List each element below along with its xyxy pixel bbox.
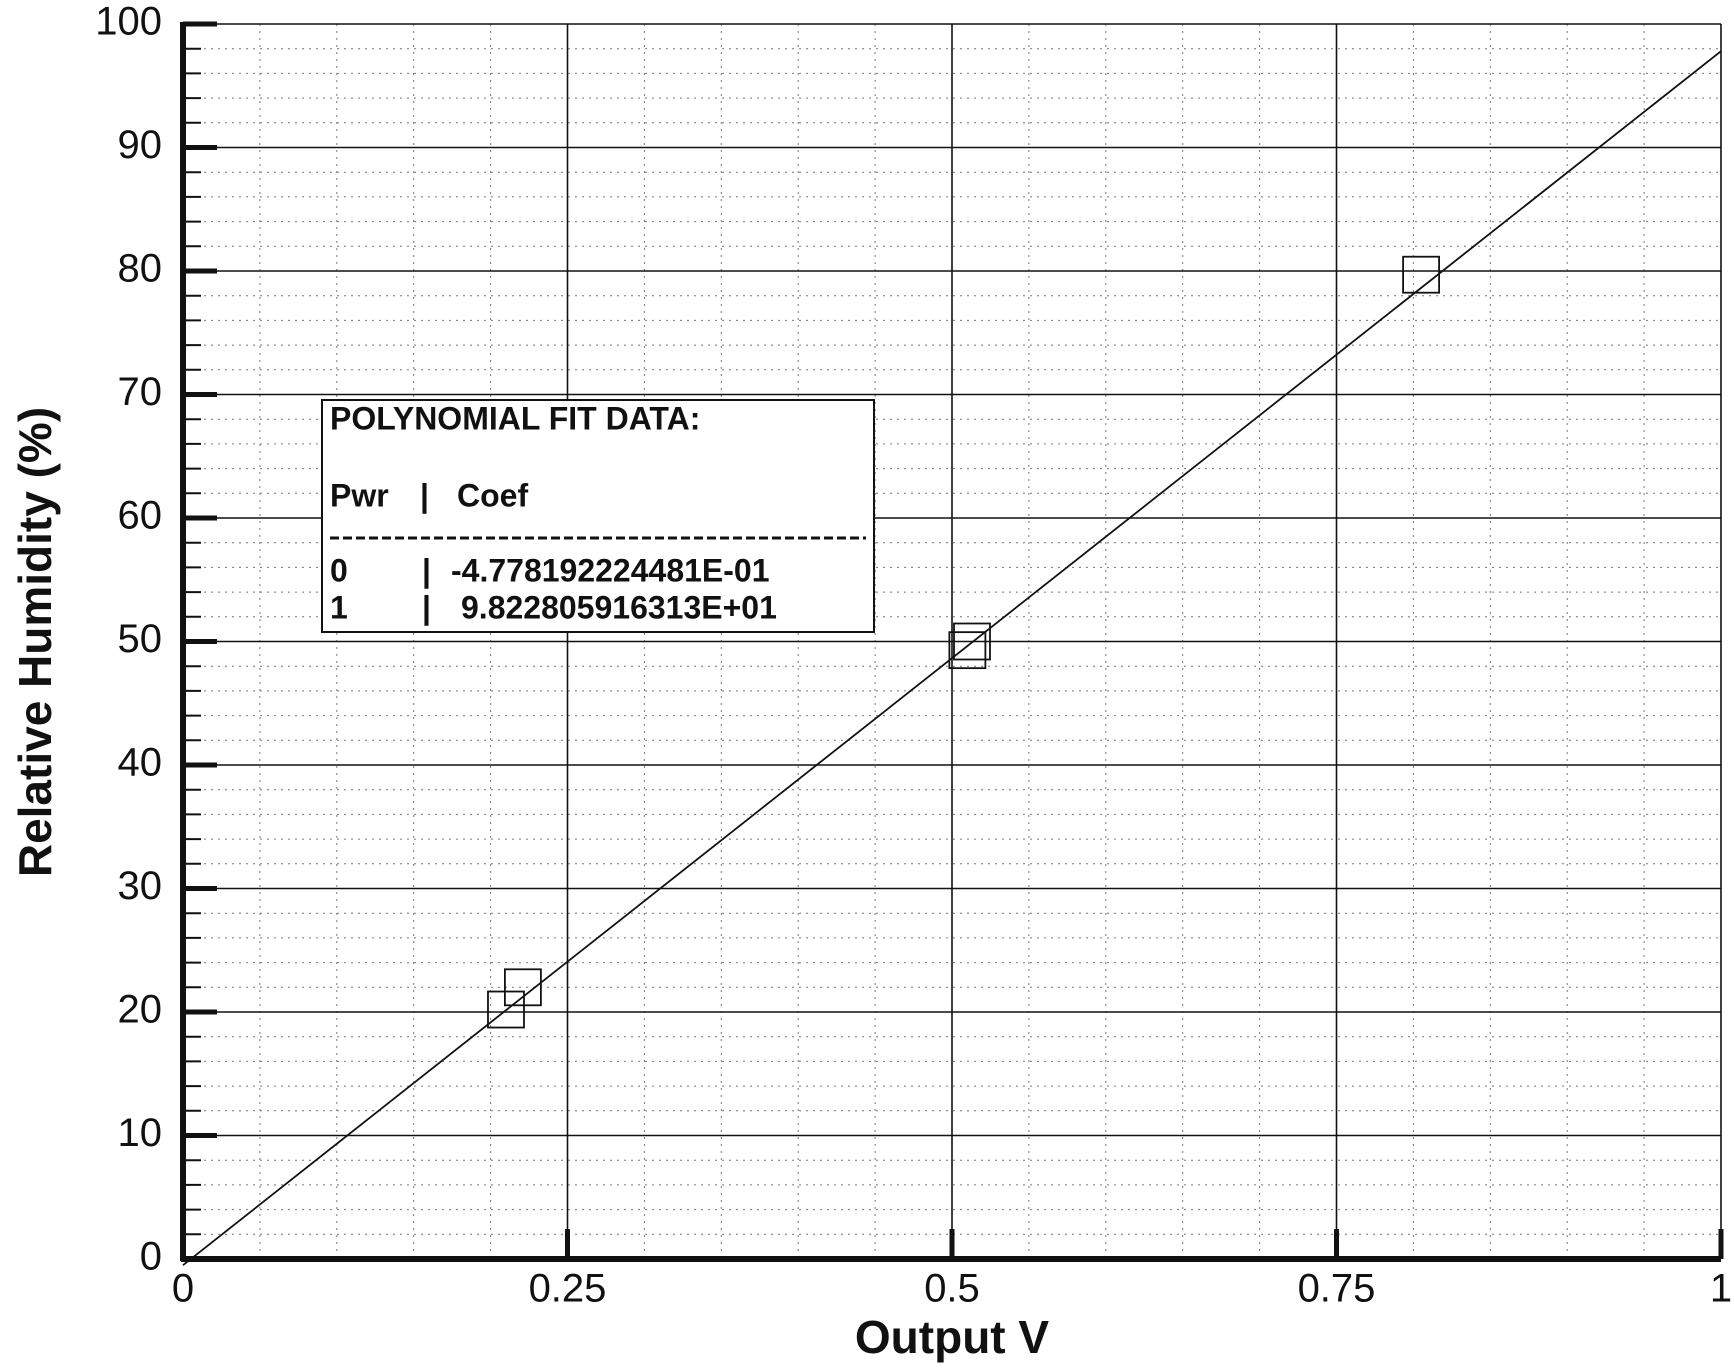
marker	[503, 968, 542, 1007]
fit-box-header: Coef	[457, 477, 528, 513]
y-tick-label: 80	[118, 247, 163, 291]
fit-box-cell: 1	[330, 589, 348, 625]
marker	[953, 622, 991, 661]
y-tick-label: 60	[118, 494, 163, 538]
x-tick-label: 1	[1710, 1267, 1732, 1311]
y-tick-label: 90	[118, 123, 163, 167]
y-tick-label: 100	[95, 0, 162, 44]
fit-box-cell: -4.778192224481E-01	[451, 552, 770, 588]
fit-box-cell: 0	[330, 552, 348, 588]
marker	[948, 631, 987, 670]
y-tick-label: 20	[118, 988, 163, 1032]
y-tick-label: 10	[118, 1111, 163, 1155]
fit-box-header: Pwr	[330, 477, 389, 513]
fit-box-cell: 9.822805916313E+01	[461, 589, 777, 625]
y-tick-label: 0	[140, 1235, 162, 1279]
marker	[1402, 255, 1440, 294]
x-tick-label: 0.5	[924, 1267, 980, 1311]
x-tick-label: 0.25	[529, 1267, 607, 1311]
x-tick-label: 0.75	[1298, 1267, 1376, 1311]
y-tick-label: 40	[118, 741, 163, 785]
fit-box-cell: |	[422, 589, 431, 625]
y-tick-label: 50	[118, 617, 163, 661]
marker	[487, 990, 525, 1029]
fit-line	[182, 50, 1722, 1266]
y-axis-label: Relative Humidity (%)	[9, 407, 61, 877]
fit-box-header: |	[420, 477, 429, 513]
y-tick-label: 70	[118, 370, 163, 414]
y-tick-label: 30	[118, 864, 163, 908]
fit-box-title: POLYNOMIAL FIT DATA:	[330, 400, 700, 436]
fit-box-cell: |	[422, 552, 431, 588]
x-tick-label: 0	[172, 1267, 194, 1311]
fit-box	[321, 399, 875, 633]
x-axis-label: Output V	[855, 1311, 1049, 1363]
